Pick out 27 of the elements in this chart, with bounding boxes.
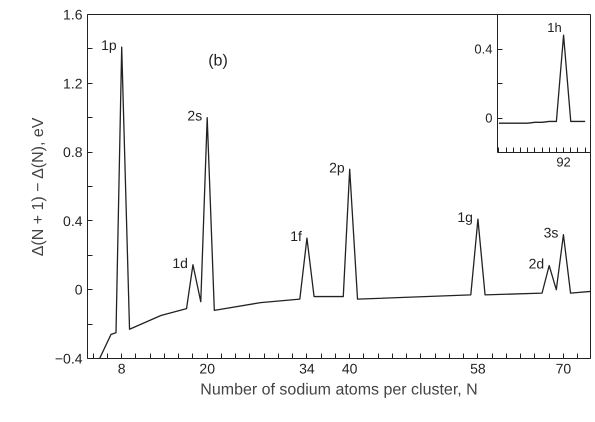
annotation: 2p [329, 159, 345, 176]
annotation: 1f [290, 228, 302, 244]
y-tick-label: 1.6 [63, 6, 83, 22]
annotation: 1p [101, 37, 117, 54]
annotation: 1d [172, 254, 188, 271]
annotation: 2s [187, 108, 202, 124]
x-tick-label: 92 [556, 154, 571, 170]
annotation: 3s [544, 224, 558, 241]
y-axis-title: Δ(N + 1) − Δ(N), eV [30, 117, 47, 256]
annotation: 2d [528, 256, 544, 272]
y-tick-label: 1.2 [63, 75, 83, 92]
x-tick-label: 40 [342, 360, 358, 376]
x-tick-label: 70 [556, 360, 572, 376]
y-tick-label: 0.4 [63, 212, 83, 229]
x-tick-label: 20 [199, 360, 216, 376]
y-tick-label: 0 [485, 110, 493, 126]
x-tick-label: 58 [470, 360, 486, 376]
annotation: 1g [457, 209, 473, 226]
x-tick-label: 8 [118, 360, 126, 376]
y-tick-label: 0.4 [474, 42, 493, 56]
x-tick-label: 34 [299, 360, 315, 376]
y-tick-label: −0.4 [54, 350, 83, 366]
y-tick-label: 0 [74, 282, 83, 298]
annotation: 1h [547, 20, 562, 36]
y-tick-label: 0.8 [63, 144, 83, 160]
annotation: (b) [208, 52, 228, 70]
x-axis-title: Number of sodium atoms per cluster, N [200, 382, 478, 398]
